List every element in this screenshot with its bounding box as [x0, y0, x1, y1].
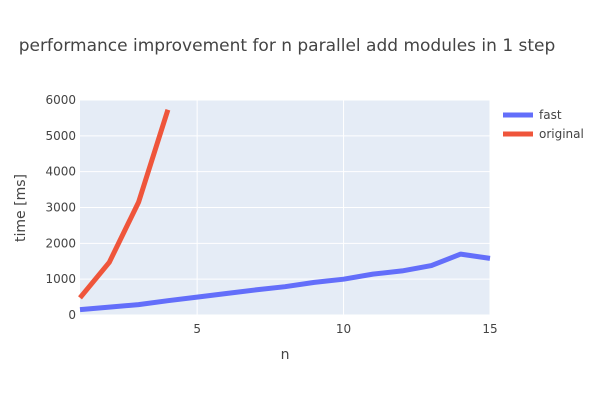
y-tick-label: 0	[68, 308, 76, 322]
y-tick-label: 3000	[45, 201, 76, 215]
tick-labels: 0 1000 2000 3000 4000 5000 6000 5 10 15	[45, 93, 497, 336]
y-tick-label: 4000	[45, 165, 76, 179]
grid-lines	[80, 99, 491, 316]
y-axis-label: time [ms]	[13, 174, 29, 242]
y-tick-label: 1000	[45, 272, 76, 286]
x-tick-label: 5	[193, 322, 201, 336]
legend: fast original	[503, 108, 584, 141]
series-lines	[78, 108, 491, 313]
legend-label-original: original	[539, 127, 584, 141]
x-tick-label: 15	[482, 322, 497, 336]
y-tick-label: 6000	[45, 93, 76, 107]
series-line-original	[78, 108, 171, 300]
legend-label-fast: fast	[539, 108, 562, 122]
y-tick-label: 2000	[45, 236, 76, 250]
chart-title: performance improvement for n parallel a…	[19, 36, 556, 56]
x-axis-label: n	[281, 347, 290, 363]
y-tick-label: 5000	[45, 129, 76, 143]
series-line-fast	[79, 251, 491, 313]
x-tick-label: 10	[336, 322, 351, 336]
